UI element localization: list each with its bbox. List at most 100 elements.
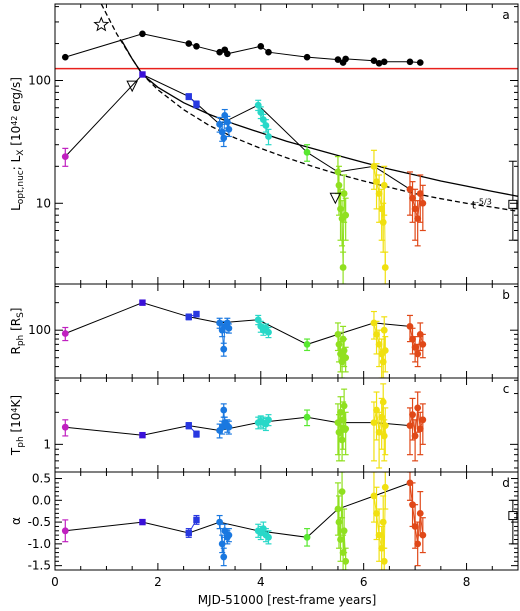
data-point xyxy=(218,540,226,548)
data-point xyxy=(334,505,342,513)
data-point xyxy=(414,215,422,223)
xray-point xyxy=(193,42,200,50)
panel-letter: b xyxy=(502,288,510,302)
data-point xyxy=(419,416,427,424)
data-point xyxy=(411,343,419,351)
y-axis-title-part: erg/s] xyxy=(9,77,23,116)
y-tick-label: 100 xyxy=(28,74,51,88)
data-point xyxy=(416,509,424,517)
data-point xyxy=(340,347,348,354)
data-point xyxy=(220,134,228,142)
data-point xyxy=(381,347,389,354)
data-point xyxy=(337,408,344,416)
panel-b-plot-area xyxy=(61,299,427,378)
y-axis-title-part: ] xyxy=(9,307,23,312)
data-point xyxy=(342,425,350,433)
data-point xyxy=(223,118,231,126)
data-point xyxy=(375,531,383,539)
power-law-exponent: -5/3 xyxy=(476,198,492,207)
y-axis-title: Lopt,nuc; LX [1042 erg/s] xyxy=(9,77,26,211)
data-point xyxy=(335,518,343,526)
data-point xyxy=(419,340,427,348)
data-point xyxy=(303,340,311,348)
data-point xyxy=(218,128,226,136)
data-point xyxy=(334,419,342,427)
data-point xyxy=(262,122,270,129)
data-point xyxy=(373,509,380,517)
panel-letter: d xyxy=(502,476,510,490)
y-axis-title-part: R xyxy=(9,346,23,354)
data-point xyxy=(340,402,348,410)
data-point xyxy=(139,299,146,306)
data-point xyxy=(139,518,146,526)
xray-point xyxy=(380,58,388,66)
xray-point xyxy=(342,55,349,63)
xray-point xyxy=(406,58,414,66)
data-point xyxy=(193,310,200,318)
data-point xyxy=(414,350,422,358)
panel-b: 100 b Rph [RS] xyxy=(9,283,519,379)
data-point xyxy=(61,330,69,337)
x-axis-title: MJD-51000 [rest-frame years] xyxy=(198,593,377,607)
data-point xyxy=(139,71,146,78)
data-point xyxy=(338,436,346,444)
data-point xyxy=(265,133,272,140)
data-point xyxy=(373,178,380,186)
data-point xyxy=(342,557,350,565)
y-axis-title-part: opt,nuc xyxy=(16,170,26,204)
data-point xyxy=(335,181,343,189)
data-point xyxy=(379,398,387,406)
data-point xyxy=(334,168,342,176)
y-axis-title: Rph [RS] xyxy=(9,307,26,354)
data-point xyxy=(379,518,387,526)
data-point xyxy=(414,404,422,412)
data-point xyxy=(340,527,348,535)
xray-point xyxy=(216,48,223,56)
upper-limit-triangle xyxy=(126,80,138,93)
data-point xyxy=(419,531,427,539)
power-law-base: t xyxy=(472,198,477,211)
trend-line xyxy=(65,302,411,345)
data-point xyxy=(416,190,424,197)
data-point xyxy=(370,162,378,170)
xray-point xyxy=(257,42,265,50)
data-point xyxy=(406,185,414,193)
data-point xyxy=(337,536,344,543)
trend-line xyxy=(64,73,411,190)
data-point xyxy=(342,211,350,219)
y-tick-label: 100 xyxy=(28,323,51,337)
data-point xyxy=(220,345,228,353)
y-tick-label: 10 xyxy=(36,196,51,210)
xray-point xyxy=(416,59,424,66)
data-point xyxy=(220,406,228,414)
x-tick-label: 2 xyxy=(154,575,162,589)
x-tick-label: 6 xyxy=(360,575,368,589)
data-point xyxy=(411,432,419,440)
data-point xyxy=(381,483,389,491)
y-tick-label: -1.5 xyxy=(28,559,51,573)
y-axis-title-part: 4 xyxy=(10,407,19,412)
data-point xyxy=(379,218,387,226)
y-axis-title-part: ph xyxy=(16,335,26,346)
data-point xyxy=(409,411,416,419)
data-point xyxy=(409,194,416,202)
data-point xyxy=(265,416,272,424)
data-point xyxy=(61,153,69,160)
xray-point xyxy=(185,40,193,47)
data-point xyxy=(370,419,378,427)
data-point xyxy=(381,264,389,271)
data-point xyxy=(225,324,233,332)
xray-point xyxy=(224,50,231,58)
y-axis-title-part: α xyxy=(9,517,23,525)
data-point xyxy=(61,423,69,431)
y-axis-title: Tph [104K] xyxy=(9,395,26,456)
data-point xyxy=(193,430,200,438)
panel-d-frame xyxy=(54,471,519,571)
y-axis-title-part: X xyxy=(16,150,26,156)
data-point xyxy=(339,416,347,424)
data-point xyxy=(414,540,422,548)
y-tick-label: -0.5 xyxy=(28,515,51,529)
y-axis-title-part: [10 xyxy=(9,126,23,150)
panel-c-plot-area xyxy=(61,383,427,469)
data-point xyxy=(216,518,224,526)
